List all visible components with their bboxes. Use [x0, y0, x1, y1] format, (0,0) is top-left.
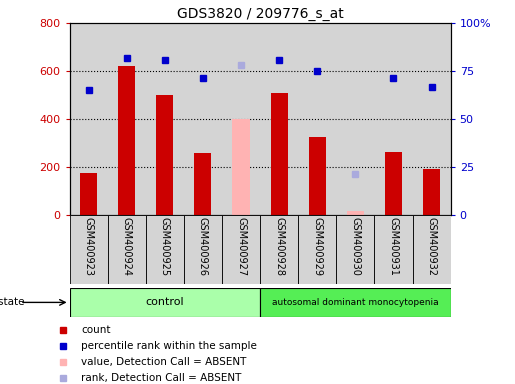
Bar [222, 215, 260, 284]
Bar [298, 23, 336, 215]
Bar [413, 215, 451, 284]
Bar [298, 215, 336, 284]
Bar [374, 215, 413, 284]
Bar [108, 215, 146, 284]
Text: percentile rank within the sample: percentile rank within the sample [81, 341, 257, 351]
Bar [336, 23, 374, 215]
Bar [385, 152, 402, 215]
Text: GSM400924: GSM400924 [122, 217, 132, 276]
Bar [118, 66, 135, 215]
Text: GSM400923: GSM400923 [83, 217, 94, 276]
Bar [260, 23, 298, 215]
Bar [374, 23, 413, 215]
Bar [413, 23, 451, 215]
Text: GSM400929: GSM400929 [312, 217, 322, 276]
Text: rank, Detection Call = ABSENT: rank, Detection Call = ABSENT [81, 372, 242, 382]
Bar [70, 215, 108, 284]
Bar [308, 137, 326, 215]
Bar [260, 288, 451, 317]
Text: GSM400928: GSM400928 [274, 217, 284, 276]
Bar [70, 23, 108, 215]
Bar [336, 215, 374, 284]
Bar [108, 23, 146, 215]
Bar [80, 173, 97, 215]
Text: GSM400927: GSM400927 [236, 217, 246, 276]
Bar [70, 288, 260, 317]
Title: GDS3820 / 209776_s_at: GDS3820 / 209776_s_at [177, 7, 344, 21]
Bar [146, 215, 184, 284]
Text: disease state: disease state [0, 297, 25, 308]
Text: autosomal dominant monocytopenia: autosomal dominant monocytopenia [272, 298, 439, 307]
Text: GSM400931: GSM400931 [388, 217, 399, 276]
Bar [156, 95, 174, 215]
Bar [194, 153, 212, 215]
Text: GSM400926: GSM400926 [198, 217, 208, 276]
Bar [184, 215, 222, 284]
Bar [184, 23, 222, 215]
Text: count: count [81, 325, 110, 335]
Text: GSM400930: GSM400930 [350, 217, 360, 276]
Bar [260, 215, 298, 284]
Text: GSM400925: GSM400925 [160, 217, 170, 276]
Text: value, Detection Call = ABSENT: value, Detection Call = ABSENT [81, 357, 246, 367]
Text: control: control [146, 297, 184, 308]
Bar [270, 93, 288, 215]
Bar [146, 23, 184, 215]
Bar [423, 169, 440, 215]
Text: GSM400932: GSM400932 [426, 217, 437, 276]
Bar [232, 119, 250, 215]
Bar [347, 212, 364, 215]
Bar [222, 23, 260, 215]
